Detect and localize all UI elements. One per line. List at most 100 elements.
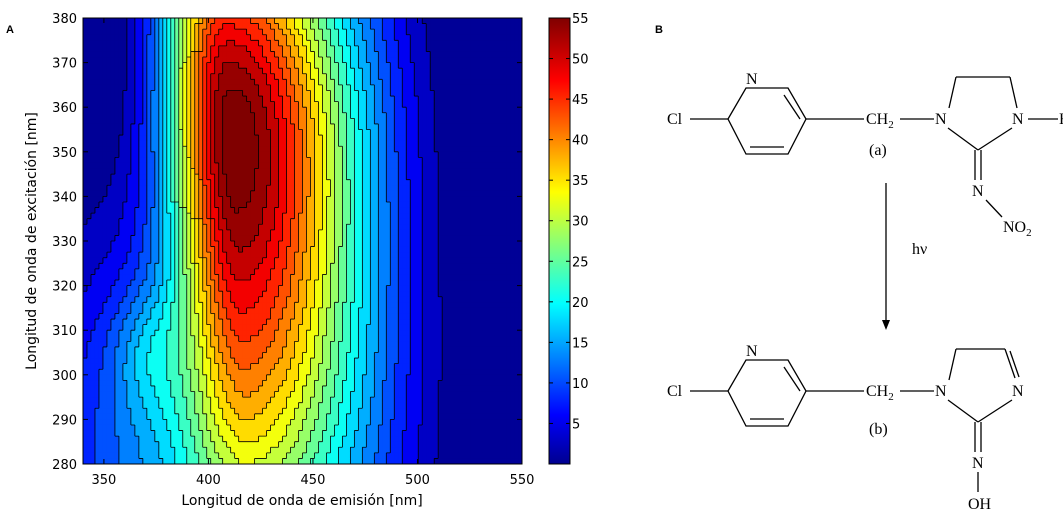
contour-cell	[174, 257, 180, 264]
contour-cell	[106, 263, 112, 270]
contour-cell	[378, 123, 383, 131]
contour-cell	[106, 146, 112, 153]
contour-cell	[310, 73, 316, 80]
contour-cell	[410, 107, 415, 114]
contour-cell	[478, 68, 483, 75]
contour-cell	[422, 207, 427, 214]
contour-cell	[478, 135, 483, 142]
contour-cell	[342, 241, 347, 248]
contour-cell	[142, 51, 148, 58]
contour-cell	[302, 62, 308, 69]
contour-cell	[426, 118, 431, 125]
contour-cell	[158, 51, 164, 58]
contour-cell	[330, 201, 336, 209]
contour-cell	[318, 84, 324, 92]
contour-cell	[494, 179, 499, 186]
contour-cell	[350, 101, 355, 108]
contour-cell	[110, 207, 116, 214]
contour-cell	[306, 62, 312, 69]
contour-cell	[298, 229, 304, 237]
contour-cell	[490, 45, 495, 53]
contour-cell	[270, 213, 276, 220]
contour-cell	[394, 51, 399, 58]
contour-cell	[234, 157, 240, 164]
contour-cell	[406, 235, 411, 242]
contour-cell	[438, 40, 443, 47]
contour-cell	[350, 190, 355, 197]
contour-cell	[234, 62, 240, 69]
contour-cell	[122, 107, 128, 114]
contour-cell	[370, 123, 375, 131]
contour-cell	[214, 112, 220, 119]
contour-cell	[274, 62, 280, 69]
contour-cell	[90, 196, 96, 203]
contour-cell	[162, 201, 168, 209]
contour-cell	[326, 101, 332, 108]
contour-cell	[170, 235, 176, 242]
contour-cell	[354, 135, 359, 142]
contour-cell	[422, 23, 427, 30]
contour-cell	[434, 23, 439, 30]
contour-cell	[438, 263, 443, 270]
contour-cell	[478, 196, 483, 203]
contour-cell	[174, 162, 180, 170]
contour-cell	[126, 224, 132, 231]
contour-cell	[478, 107, 483, 114]
contour-cell	[118, 101, 124, 108]
contour-cell	[382, 90, 387, 97]
contour-cell	[378, 224, 383, 231]
contour-cell	[422, 34, 427, 41]
contour-cell	[262, 140, 268, 147]
contour-cell	[422, 179, 427, 186]
contour-cell	[94, 213, 100, 220]
contour-cell	[406, 179, 411, 186]
contour-cell	[154, 84, 160, 92]
contour-cell	[254, 207, 260, 214]
contour-cell	[318, 241, 324, 248]
contour-cell	[386, 57, 391, 64]
contour-cell	[102, 235, 108, 242]
contour-cell	[394, 235, 399, 242]
contour-cell	[494, 112, 499, 119]
contour-cell	[114, 224, 120, 231]
contour-cell	[94, 229, 100, 237]
contour-cell	[250, 118, 256, 125]
contour-cell	[210, 174, 216, 181]
contour-cell	[374, 62, 379, 69]
contour-cell	[350, 174, 355, 181]
contour-cell	[182, 268, 188, 276]
contour-cell	[350, 218, 355, 225]
contour-cell	[250, 23, 256, 30]
contour-cell	[494, 29, 499, 36]
contour-cell	[486, 118, 491, 125]
contour-cell	[278, 73, 284, 80]
contour-cell	[446, 40, 451, 47]
contour-cell	[158, 196, 164, 203]
contour-cell	[246, 129, 252, 136]
contour-cell	[270, 34, 276, 41]
contour-cell	[378, 90, 383, 97]
contour-cell	[362, 29, 367, 36]
contour-cell	[486, 101, 491, 108]
contour-cell	[446, 90, 451, 97]
contour-cell	[118, 96, 124, 103]
contour-cell	[406, 62, 411, 69]
contour-cell	[122, 62, 128, 69]
contour-cell	[478, 51, 483, 58]
contour-cell	[302, 218, 308, 225]
contour-cell	[434, 162, 439, 170]
contour-cell	[446, 252, 451, 259]
contour-cell	[378, 196, 383, 203]
contour-cell	[226, 45, 232, 53]
contour-cell	[322, 23, 328, 30]
contour-cell	[502, 196, 507, 203]
contour-cell	[462, 252, 467, 259]
contour-cell	[382, 34, 387, 41]
contour-cell	[334, 29, 340, 36]
contour-cell	[282, 140, 288, 147]
contour-cell	[178, 241, 184, 248]
contour-cell	[418, 196, 423, 203]
contour-cell	[250, 51, 256, 58]
contour-cell	[394, 185, 399, 192]
contour-cell	[138, 263, 144, 270]
